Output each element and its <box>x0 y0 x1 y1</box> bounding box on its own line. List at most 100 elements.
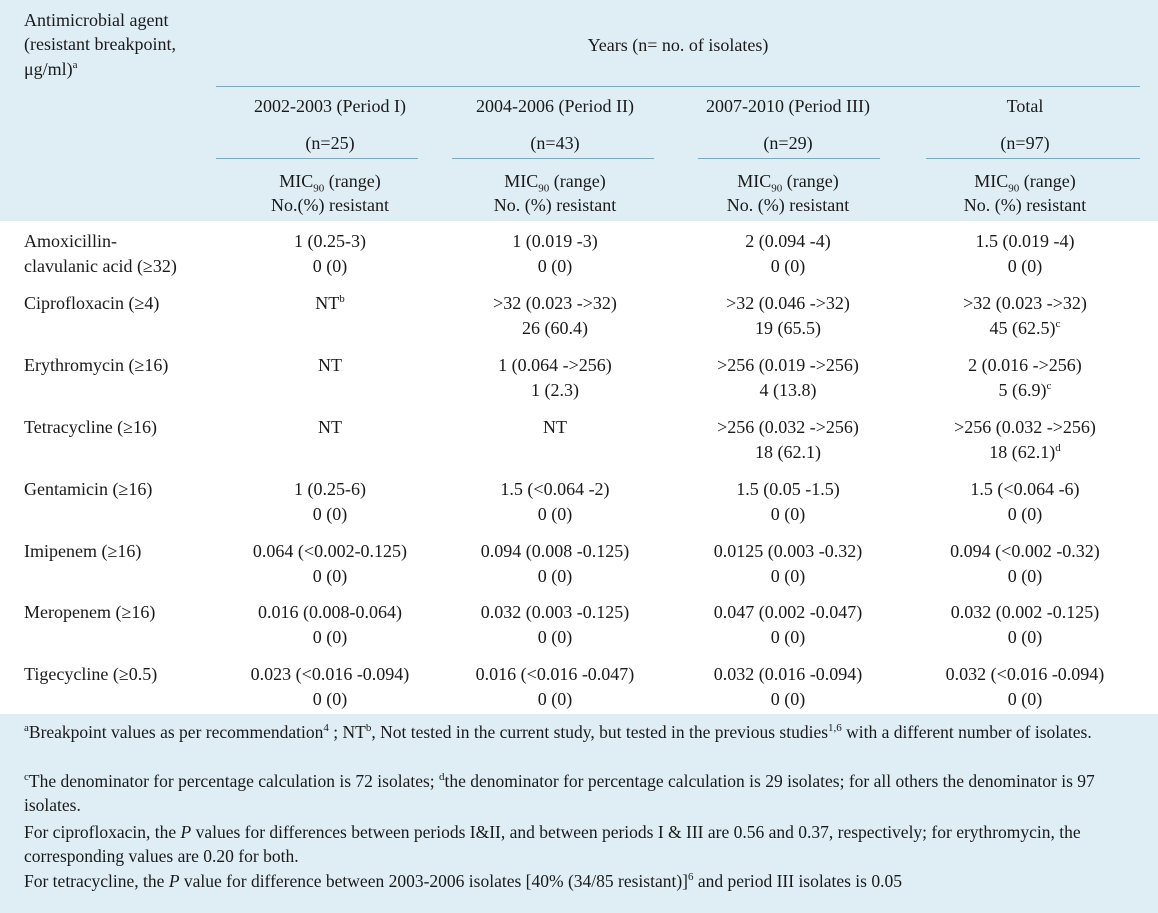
resistant-value-text: 18 (62.1) <box>755 442 821 462</box>
table-body-band <box>0 221 1158 714</box>
mic-value-text: NT <box>315 293 340 313</box>
mic-value: 1 (0.064 ->256) <box>440 353 670 377</box>
mic-value-text: 1 (0.019 -3) <box>512 231 598 251</box>
mic-value-text: >256 (0.019 ->256) <box>717 355 859 375</box>
footnote-marker: c <box>1055 318 1061 330</box>
resistant-header: No. (%) resistant <box>726 195 850 215</box>
resistant-value-text: 0 (0) <box>537 256 573 276</box>
resistant-value: 0 (0) <box>215 502 445 526</box>
period-count: (n=97) <box>1000 133 1050 153</box>
resistant-value: 0 (0) <box>673 502 903 526</box>
resistant-value-text: 0 (0) <box>1007 256 1043 276</box>
mic-range-label: (range) <box>324 171 381 191</box>
mic-value: 0.032 (0.002 -0.125) <box>910 600 1140 624</box>
footnote-marker: d <box>1055 442 1061 454</box>
mic-value: NTb <box>215 291 445 315</box>
mic-value-text: 0.094 (0.008 -0.125) <box>480 541 630 561</box>
mic-value-text: 1 (0.25-3) <box>294 231 366 251</box>
mic-label: MIC <box>737 171 772 191</box>
mic-value: >256 (0.032 ->256) <box>910 415 1140 439</box>
mic-value: 0.032 (0.016 -0.094) <box>673 662 903 686</box>
period-count: (n=25) <box>305 133 355 153</box>
resistant-value: 18 (62.1)d <box>910 440 1140 464</box>
resistant-value: 0 (0) <box>673 254 903 278</box>
resistant-value: 45 (62.5)c <box>910 316 1140 340</box>
resistant-value-text: 0 (0) <box>770 627 806 647</box>
resistant-value: 0 (0) <box>215 687 445 711</box>
mic-value: >32 (0.046 ->32) <box>673 291 903 315</box>
mic-value-text: 0.032 (0.016 -0.094) <box>713 664 863 684</box>
period-count: (n=43) <box>530 133 580 153</box>
resistant-value: 19 (65.5) <box>673 316 903 340</box>
footnote-marker: b <box>339 293 345 305</box>
resistant-value: 0 (0) <box>910 502 1140 526</box>
resistant-value: 4 (13.8) <box>673 378 903 402</box>
mic-value-text: 1.5 (<0.064 -6) <box>970 479 1080 499</box>
mic-value-text: 1 (0.25-6) <box>294 479 366 499</box>
footnote-marker: c <box>1046 380 1052 392</box>
mic-value-text: NT <box>318 417 342 437</box>
mic-subscript: 90 <box>313 182 325 195</box>
mic-value-text: 1.5 (<0.064 -2) <box>500 479 610 499</box>
mic-value-text: >32 (0.046 ->32) <box>726 293 850 313</box>
mic-value-text: 0.032 (0.003 -0.125) <box>480 602 630 622</box>
mic-value-text: >32 (0.023 ->32) <box>493 293 617 313</box>
mic-value: 0.0125 (0.003 -0.32) <box>673 539 903 563</box>
agent-header-line3: μg/ml)a <box>24 59 78 79</box>
period-rule <box>216 158 418 159</box>
mic-value-text: 0.047 (0.002 -0.047) <box>713 602 863 622</box>
resistant-value-text: 0 (0) <box>1007 504 1043 524</box>
mic-value: NT <box>215 415 445 439</box>
resistant-value-text: 0 (0) <box>312 256 348 276</box>
years-rule <box>216 86 1140 87</box>
table-header-band <box>0 0 1158 221</box>
mic-value: >256 (0.032 ->256) <box>673 415 903 439</box>
resistant-value: 0 (0) <box>910 687 1140 711</box>
mic-label: MIC <box>279 171 314 191</box>
mic-value: 1 (0.25-3) <box>215 229 445 253</box>
mic-value-text: >256 (0.032 ->256) <box>954 417 1096 437</box>
mic-value-text: 0.016 (0.008-0.064) <box>258 602 402 622</box>
mic-value: 0.023 (<0.016 -0.094) <box>215 662 445 686</box>
resistant-value-text: 0 (0) <box>312 689 348 709</box>
mic-value: 1.5 (0.019 -4) <box>910 229 1140 253</box>
mic-value-text: >256 (0.032 ->256) <box>717 417 859 437</box>
resistant-header: No.(%) resistant <box>271 195 389 215</box>
agent-name: Erythromycin (≥16) <box>24 355 169 375</box>
mic-value: 0.064 (<0.002-0.125) <box>215 539 445 563</box>
resistant-value-text: 18 (62.1) <box>989 442 1056 462</box>
resistant-value: 0 (0) <box>673 625 903 649</box>
mic-header: MIC90 (range) <box>440 169 670 194</box>
resistant-value-text: 0 (0) <box>770 566 806 586</box>
mic-value-text: 2 (0.016 ->256) <box>968 355 1082 375</box>
mic-value-text: 0.016 (<0.016 -0.047) <box>475 664 635 684</box>
resistant-value-text: 0 (0) <box>312 504 348 524</box>
resistant-value: 0 (0) <box>440 564 670 588</box>
period-rule <box>452 158 654 159</box>
mic-value-text: 1.5 (0.019 -4) <box>975 231 1075 251</box>
mic-value: 0.094 (<0.002 -0.32) <box>910 539 1140 563</box>
mic-value-text: 1 (0.064 ->256) <box>498 355 612 375</box>
resistant-value-text: 0 (0) <box>537 627 573 647</box>
resistant-value-text: 0 (0) <box>1007 627 1043 647</box>
resistant-value-text: 0 (0) <box>312 627 348 647</box>
period-rule <box>698 158 880 159</box>
resistant-value-text: 1 (2.3) <box>531 380 579 400</box>
mic-value-text: 0.0125 (0.003 -0.32) <box>713 541 863 561</box>
mic-value: 2 (0.016 ->256) <box>910 353 1140 377</box>
mic-label: MIC <box>974 171 1009 191</box>
resistant-value: 0 (0) <box>215 254 445 278</box>
mic-value-text: NT <box>543 417 567 437</box>
agent-name: Tigecycline (≥0.5) <box>24 664 158 684</box>
resistant-value: 0 (0) <box>440 687 670 711</box>
resistant-value: 5 (6.9)c <box>910 378 1140 402</box>
mic-value-text: 0.032 (0.002 -0.125) <box>950 602 1100 622</box>
agent-header-line1: Antimicrobial agent <box>24 10 169 30</box>
resistant-value: 0 (0) <box>440 625 670 649</box>
resistant-value: 0 (0) <box>673 687 903 711</box>
resistant-value: 0 (0) <box>673 564 903 588</box>
mic-range-label: (range) <box>1019 171 1076 191</box>
mic-range-label: (range) <box>782 171 839 191</box>
resistant-value-text: 0 (0) <box>770 689 806 709</box>
mic-subscript: 90 <box>1008 182 1020 195</box>
